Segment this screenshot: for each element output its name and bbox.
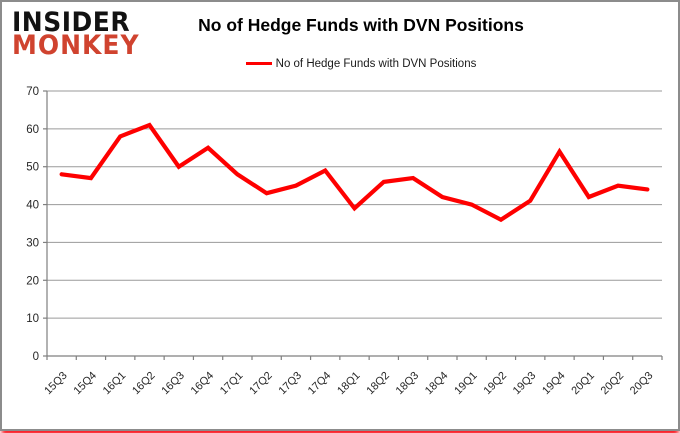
- legend-line-swatch: [245, 61, 272, 65]
- x-axis-tick-label: 20Q3: [628, 370, 656, 398]
- y-axis-tick-label: 20: [26, 275, 39, 287]
- x-axis-tick-label: 17Q4: [306, 370, 334, 398]
- x-axis-tick-label: 20Q2: [599, 370, 627, 398]
- x-axis-tick-label: 18Q2: [364, 370, 392, 398]
- x-axis-tick-label: 17Q1: [218, 370, 246, 398]
- logo-text-monkey: MONKEY: [12, 29, 140, 61]
- x-axis-tick-label: 16Q4: [189, 370, 217, 398]
- y-axis-tick-label: 70: [26, 86, 39, 98]
- x-axis-tick-label: 15Q3: [42, 370, 70, 398]
- x-axis-tick-label: 15Q4: [72, 370, 100, 398]
- x-axis-tick-label: 16Q2: [130, 370, 158, 398]
- y-axis-tick-label: 60: [26, 124, 39, 136]
- y-axis-tick-label: 30: [26, 237, 39, 249]
- x-axis-tick-label: 18Q4: [423, 370, 451, 398]
- chart-legend: No of Hedge Funds with DVN Positions: [2, 58, 678, 70]
- x-axis-tick-label: 18Q1: [335, 370, 363, 398]
- x-axis-tick-label: 17Q2: [247, 370, 275, 398]
- series-line: [59, 122, 650, 223]
- x-axis-tick-label: 18Q3: [394, 370, 422, 398]
- x-axis-tick-label: 17Q3: [277, 370, 305, 398]
- x-axis-tick-label: 19Q4: [540, 370, 568, 398]
- legend-label: No of Hedge Funds with DVN Positions: [275, 58, 477, 70]
- chart-title: No of Hedge Funds with DVN Positions: [198, 15, 524, 35]
- x-axis-tick-label: 16Q3: [159, 370, 187, 398]
- x-axis-tick-label: 19Q2: [482, 370, 510, 398]
- insider-monkey-logo: INSIDER MONKEY: [12, 6, 140, 61]
- y-axis-tick-label: 0: [33, 351, 39, 363]
- x-axis-tick-label: 16Q1: [101, 370, 129, 398]
- y-axis-tick-label: 10: [26, 313, 39, 325]
- logo-text-insider: INSIDER: [12, 6, 131, 38]
- y-axis-tick-label: 40: [26, 200, 39, 212]
- x-axis-tick-label: 20Q1: [569, 370, 597, 398]
- y-axis-tick-label: 50: [26, 162, 39, 174]
- x-axis-tick-label: 19Q1: [452, 370, 480, 398]
- x-axis-tick-label: 19Q3: [511, 370, 539, 398]
